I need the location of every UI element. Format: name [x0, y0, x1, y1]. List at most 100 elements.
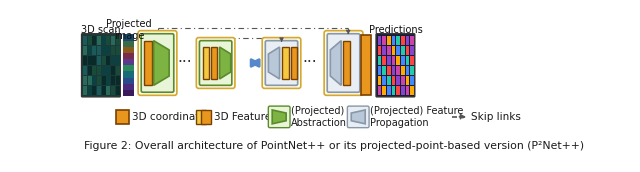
Bar: [401, 36, 404, 45]
Bar: [116, 36, 120, 45]
Bar: [124, 84, 134, 90]
Bar: [406, 86, 410, 95]
FancyBboxPatch shape: [262, 37, 301, 88]
Bar: [88, 76, 92, 85]
FancyBboxPatch shape: [266, 41, 298, 85]
Bar: [111, 86, 115, 95]
Bar: [396, 46, 400, 55]
Bar: [387, 66, 391, 75]
Bar: [106, 36, 110, 45]
Bar: [378, 56, 381, 65]
Bar: [111, 66, 115, 75]
Bar: [343, 41, 351, 85]
Bar: [401, 76, 404, 85]
Bar: [406, 46, 410, 55]
Text: Figure 2: Overall architecture of PointNet++ or its projected-point-based versio: Figure 2: Overall architecture of PointN…: [84, 141, 584, 151]
Polygon shape: [351, 110, 365, 124]
Bar: [396, 66, 400, 75]
Polygon shape: [268, 47, 280, 79]
Bar: [406, 36, 410, 45]
Bar: [124, 71, 134, 78]
Bar: [83, 36, 87, 45]
Bar: [387, 46, 391, 55]
Bar: [83, 46, 87, 55]
Bar: [410, 46, 414, 55]
Bar: [97, 76, 101, 85]
Bar: [387, 36, 391, 45]
Bar: [106, 46, 110, 55]
FancyBboxPatch shape: [196, 37, 235, 88]
Bar: [410, 66, 414, 75]
FancyBboxPatch shape: [324, 31, 363, 95]
Bar: [202, 47, 209, 79]
Bar: [83, 56, 87, 65]
Bar: [106, 66, 110, 75]
Polygon shape: [330, 41, 341, 85]
Bar: [392, 76, 396, 85]
Bar: [111, 56, 115, 65]
Bar: [124, 41, 134, 47]
Bar: [92, 56, 96, 65]
Bar: [102, 76, 106, 85]
Bar: [116, 66, 120, 75]
Bar: [92, 76, 96, 85]
Bar: [396, 76, 400, 85]
Bar: [201, 110, 211, 124]
Bar: [83, 66, 87, 75]
Bar: [88, 86, 92, 95]
Bar: [378, 76, 381, 85]
Bar: [387, 86, 391, 95]
Bar: [111, 36, 115, 45]
FancyBboxPatch shape: [81, 34, 120, 97]
Bar: [360, 35, 371, 95]
Bar: [382, 86, 386, 95]
Bar: [92, 66, 96, 75]
Bar: [106, 86, 110, 95]
Bar: [92, 86, 96, 95]
Text: Skip links: Skip links: [472, 112, 521, 122]
Bar: [83, 86, 87, 95]
Bar: [97, 46, 101, 55]
Bar: [382, 36, 386, 45]
Bar: [410, 76, 414, 85]
Bar: [378, 86, 381, 95]
Polygon shape: [220, 47, 231, 79]
Bar: [282, 47, 289, 79]
Text: ···: ···: [303, 56, 317, 71]
FancyBboxPatch shape: [200, 41, 232, 85]
Bar: [401, 86, 404, 95]
FancyBboxPatch shape: [376, 34, 415, 97]
Bar: [88, 66, 92, 75]
Bar: [116, 76, 120, 85]
Polygon shape: [272, 110, 286, 124]
Bar: [410, 36, 414, 45]
Bar: [291, 47, 297, 79]
Bar: [382, 66, 386, 75]
Bar: [124, 47, 134, 53]
Bar: [111, 76, 115, 85]
FancyBboxPatch shape: [348, 106, 369, 128]
Bar: [392, 36, 396, 45]
Bar: [88, 46, 92, 55]
Bar: [392, 56, 396, 65]
Bar: [116, 110, 129, 124]
Bar: [406, 56, 410, 65]
Bar: [97, 66, 101, 75]
Text: 3D scan: 3D scan: [81, 25, 121, 35]
Bar: [83, 76, 87, 85]
Bar: [410, 86, 414, 95]
Bar: [410, 56, 414, 65]
Bar: [116, 86, 120, 95]
Bar: [124, 59, 134, 65]
Bar: [392, 66, 396, 75]
Bar: [406, 66, 410, 75]
Bar: [387, 56, 391, 65]
Bar: [396, 56, 400, 65]
Bar: [124, 65, 134, 71]
Text: Projected
image: Projected image: [106, 19, 152, 41]
Bar: [92, 46, 96, 55]
Bar: [378, 36, 381, 45]
Text: (Projected) Set
Abstraction: (Projected) Set Abstraction: [291, 106, 363, 128]
Bar: [124, 78, 134, 84]
Bar: [382, 56, 386, 65]
